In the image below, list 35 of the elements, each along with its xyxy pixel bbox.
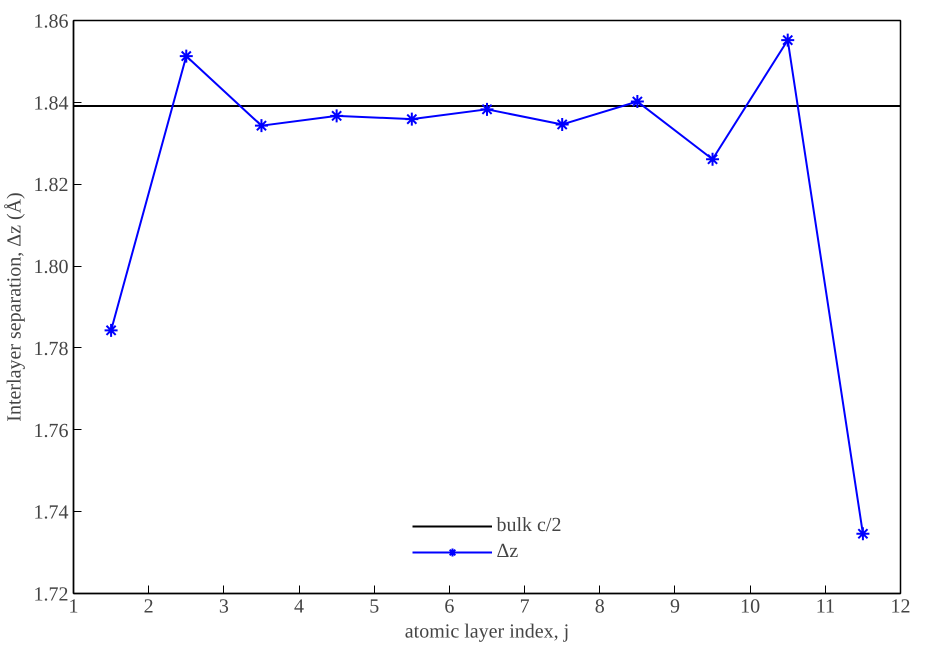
x-tick-label: 6 — [444, 596, 454, 618]
x-tick-label: 7 — [520, 596, 530, 618]
point — [630, 94, 645, 110]
point — [178, 48, 194, 64]
x-tick-label: 11 — [816, 596, 835, 618]
point — [855, 526, 870, 542]
x-tick-label: 4 — [294, 596, 304, 618]
y-tick-label: 1.74 — [34, 502, 68, 524]
legend-label: Δz — [496, 540, 518, 563]
y-tick-label: 1.86 — [34, 10, 68, 32]
x-tick-label: 12 — [890, 596, 910, 618]
point — [705, 152, 720, 167]
y-tick-label: 1.72 — [34, 584, 68, 606]
point — [329, 108, 344, 124]
legend-label: bulk c/2 — [496, 514, 562, 537]
x-tick-label: 3 — [218, 596, 229, 618]
x-tick-label: 1 — [68, 596, 78, 618]
x-tick-label: 10 — [740, 596, 760, 618]
x-axis-title: atomic layer index, j — [404, 620, 570, 642]
x-tick-label: 8 — [594, 596, 605, 618]
y-tick-label: 1.80 — [34, 256, 68, 278]
x-tick-label: 2 — [144, 596, 154, 618]
y-tick-label: 1.82 — [34, 174, 68, 196]
point — [780, 32, 796, 48]
point — [480, 102, 494, 117]
y-tick-label: 1.84 — [34, 92, 68, 114]
x-tick-label: 5 — [369, 596, 380, 618]
point — [104, 322, 119, 338]
y-tick-label: 1.78 — [34, 338, 68, 360]
y-tick-label: 1.76 — [34, 420, 68, 442]
x-tick-label: 9 — [670, 596, 680, 618]
point — [404, 112, 420, 127]
y-axis-title: Interlayer separation, Δz (Å) — [4, 192, 26, 422]
point — [554, 116, 570, 132]
point — [254, 118, 269, 134]
